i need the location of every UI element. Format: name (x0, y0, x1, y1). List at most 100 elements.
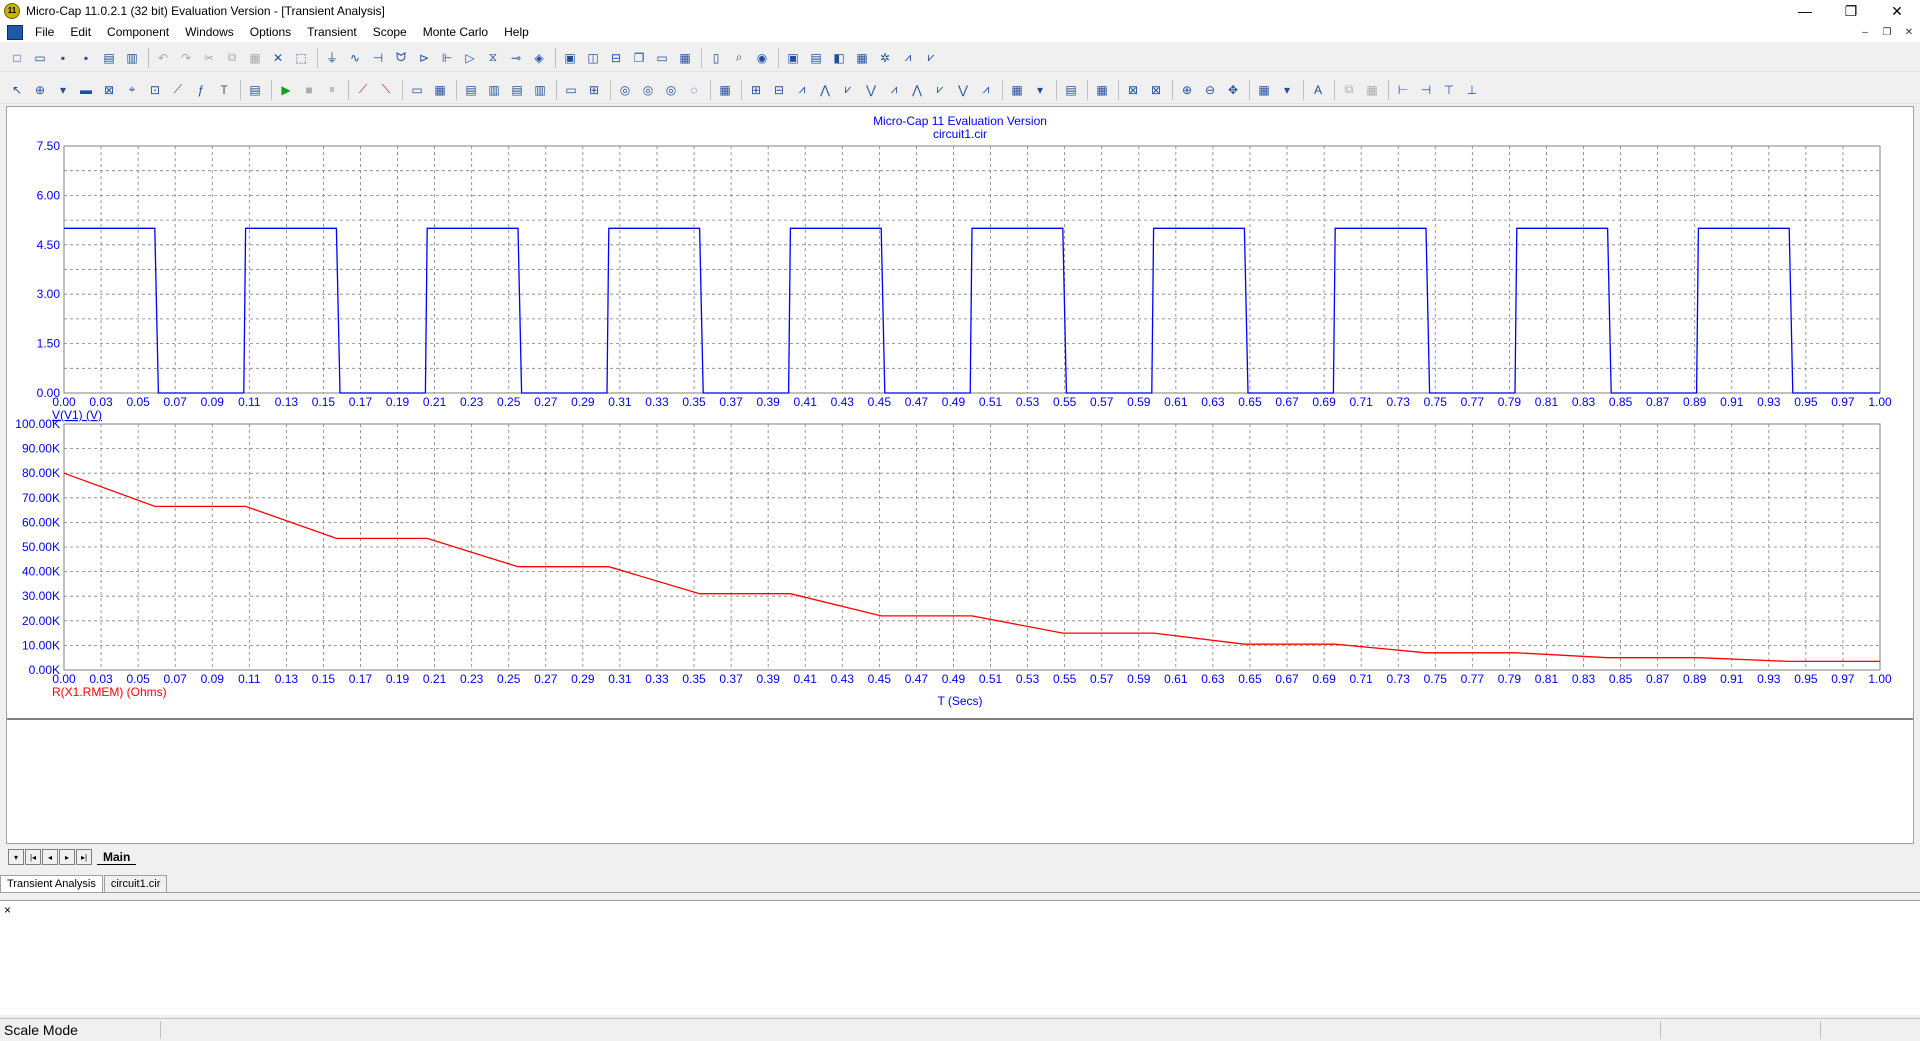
label-icon[interactable]: ▭ (565, 82, 577, 97)
select-all-icon[interactable]: ⬚ (295, 50, 307, 65)
zoom-in-icon[interactable]: ⊕ (1181, 82, 1193, 97)
align-left-icon[interactable]: ⊢ (1397, 82, 1409, 97)
document-icon[interactable] (7, 24, 23, 40)
diode-icon[interactable]: ⊳ (418, 50, 430, 65)
maximize-icon[interactable]: ❐ (1844, 2, 1858, 19)
label2-icon[interactable]: ⊞ (588, 82, 600, 97)
rect4-icon[interactable]: ▥ (534, 82, 546, 97)
align-bottom-icon[interactable]: ⊥ (1466, 82, 1478, 97)
window-icon[interactable]: ▣ (564, 50, 576, 65)
delete-icon[interactable]: ✕ (272, 50, 284, 65)
zoom4-icon[interactable]: ◌ (690, 82, 698, 97)
battery-icon[interactable]: ⊩ (441, 50, 453, 65)
limits-icon[interactable]: ▤ (810, 50, 822, 65)
tile-v-icon[interactable]: ◫ (587, 50, 599, 65)
dropdown-icon[interactable]: ▾ (1036, 82, 1044, 97)
zoom-box-icon[interactable]: ⊠ (103, 82, 115, 97)
print-icon[interactable]: ▥ (126, 50, 138, 65)
save-icon[interactable]: ▪ (60, 50, 66, 65)
junction-icon[interactable]: ⊸ (510, 50, 522, 65)
resistor-icon[interactable]: ∿ (349, 50, 361, 65)
pause-icon[interactable]: ⏸ (328, 82, 335, 96)
slope-icon[interactable]: ⟋ (173, 82, 183, 96)
cascade-icon[interactable]: ❐ (633, 50, 645, 65)
wave9-icon[interactable]: ⩗ (936, 82, 944, 96)
output-close-icon[interactable]: × (4, 903, 12, 917)
plot-area[interactable]: Micro-Cap 11 Evaluation Version circuit1.… (6, 106, 1914, 844)
open-icon[interactable]: ▭ (34, 50, 46, 65)
menu-help[interactable]: Help (504, 25, 529, 39)
grid-icon[interactable]: ▦ (434, 82, 446, 97)
menu-edit[interactable]: Edit (70, 25, 92, 39)
tag-icon[interactable]: ▦ (719, 82, 731, 97)
copy-icon[interactable]: ⧉ (227, 50, 237, 64)
pan-icon[interactable]: ✥ (1227, 82, 1239, 97)
color-icon[interactable]: ▦ (1011, 82, 1023, 97)
tab-main[interactable]: Main (97, 850, 137, 865)
fit2-icon[interactable]: ⊠ (1150, 82, 1162, 97)
grid-icon[interactable]: ▦ (1258, 82, 1270, 97)
minimize-icon[interactable]: — (1798, 3, 1812, 19)
dropdown-icon[interactable]: ▾ (1283, 82, 1291, 97)
rect3-icon[interactable]: ▤ (511, 82, 523, 97)
select-icon[interactable]: ↖ (11, 82, 23, 97)
align-right-icon[interactable]: ⊣ (1420, 82, 1432, 97)
mdi-minimize-icon[interactable]: ‒ (1862, 26, 1868, 38)
tab-transient-analysis[interactable]: Transient Analysis (0, 875, 103, 892)
paste-icon[interactable]: ▦ (249, 50, 261, 65)
redo-icon[interactable]: ↷ (180, 50, 192, 65)
graphics-icon[interactable]: ▬ (80, 82, 92, 97)
expression-icon[interactable]: ƒ (197, 82, 205, 97)
cursor-icon[interactable]: ⌖ (128, 82, 136, 96)
wave11-icon[interactable]: ⩘ (982, 82, 990, 96)
paste-icon[interactable]: ▦ (1366, 82, 1378, 97)
last-page-icon[interactable]: ▸| (76, 849, 92, 865)
properties-icon[interactable]: ▦ (856, 50, 868, 65)
info-icon[interactable]: ▦ (1096, 82, 1108, 97)
zoom3-icon[interactable]: ◎ (665, 82, 677, 97)
align-top-icon[interactable]: ⊤ (1443, 82, 1455, 97)
prev-page-icon[interactable]: ◂ (42, 849, 58, 865)
restore-icon[interactable]: ▭ (656, 50, 668, 65)
rect2-icon[interactable]: ▥ (488, 82, 500, 97)
box-icon[interactable]: ▭ (411, 82, 423, 97)
tab-circuit1[interactable]: circuit1.cir (103, 875, 168, 892)
page-icon[interactable]: ▯ (712, 50, 720, 65)
print-preview-icon[interactable]: ▤ (103, 50, 115, 65)
text-icon[interactable]: T (220, 82, 228, 97)
valley-icon[interactable]: ⟍ (381, 82, 391, 96)
zoom-icon[interactable]: ◎ (619, 82, 631, 97)
close-icon[interactable]: ✕ (1891, 2, 1903, 19)
run-icon[interactable]: ▶ (281, 82, 291, 97)
point-icon[interactable]: ⊡ (149, 82, 161, 97)
mdi-close-icon[interactable]: ✕ (1904, 26, 1914, 38)
wave4-icon[interactable]: ⋀ (820, 82, 830, 97)
copy-icon[interactable]: ⧉ (1344, 82, 1354, 96)
menu-scope[interactable]: Scope (372, 25, 407, 39)
view-icon[interactable]: ◧ (833, 50, 845, 65)
menu-windows[interactable]: Windows (185, 25, 234, 39)
rect-icon[interactable]: ▤ (465, 82, 477, 97)
analysis-icon[interactable]: ▣ (787, 50, 799, 65)
transformer-icon[interactable]: ⧖ (488, 50, 498, 64)
plot-icon[interactable]: ⩘ (904, 50, 912, 64)
list-icon[interactable]: ▤ (1065, 82, 1077, 97)
wave5-icon[interactable]: ⩗ (844, 82, 852, 96)
fit-icon[interactable]: ⊠ (1127, 82, 1139, 97)
plot-canvas[interactable]: Micro-Cap 11 Evaluation Versioncircuit1.… (7, 107, 1913, 843)
font-icon[interactable]: A (1313, 82, 1322, 97)
calc-icon[interactable]: ▦ (679, 50, 691, 65)
next-page-icon[interactable]: ▸ (59, 849, 75, 865)
stepping-icon[interactable]: ▤ (249, 82, 261, 97)
tile-h-icon[interactable]: ⊟ (610, 50, 622, 65)
scale-icon[interactable]: ⊕ (34, 82, 46, 97)
wave3-icon[interactable]: ⩘ (798, 82, 806, 96)
scroll-dropdown-icon[interactable]: ▾ (8, 849, 24, 865)
tools-icon[interactable]: ✲ (879, 50, 891, 65)
wave2-icon[interactable]: ⊟ (773, 82, 785, 97)
globe-icon[interactable]: ◉ (756, 50, 768, 65)
zoom-out-icon[interactable]: ⊖ (1204, 82, 1216, 97)
ground-icon[interactable]: ⏚ (325, 51, 338, 65)
wave10-icon[interactable]: ⋁ (958, 82, 968, 97)
undo-icon[interactable]: ↶ (157, 50, 169, 65)
